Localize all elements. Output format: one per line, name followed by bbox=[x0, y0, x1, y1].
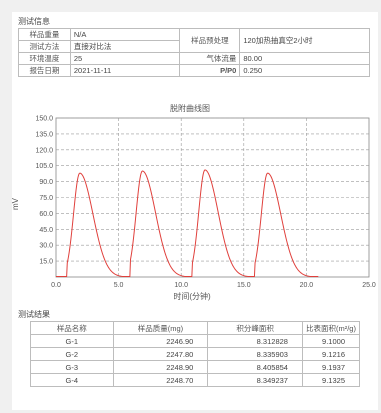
method-value: 直接对比法 bbox=[69, 40, 181, 53]
sample-mass-cell: 2247.80 bbox=[112, 347, 209, 361]
pretreatment-label: 样品预处理 bbox=[179, 28, 241, 53]
pp0-label: P/P0 bbox=[179, 64, 241, 77]
sample-name-cell: G-1 bbox=[30, 334, 114, 348]
peak-area-cell: 8.335903 bbox=[207, 347, 303, 361]
y-tick-label: 105.0 bbox=[35, 163, 53, 170]
results-table: 样品名称 样品质量(mg) 积分峰面积 比表面积(m²/g) G-1 2246.… bbox=[30, 321, 361, 387]
sample-name-cell: G-4 bbox=[30, 373, 114, 387]
surface-area-cell: 9.1000 bbox=[301, 334, 361, 348]
y-tick-label: 135.0 bbox=[35, 131, 53, 138]
chart-plot-area: 15.0 30.0 45.0 60.0 75.0 90.0 105.0 120.0 135.0 1… bbox=[35, 116, 375, 290]
x-tick-label: 25.0 bbox=[362, 282, 376, 289]
y-tick-label: 75.0 bbox=[39, 195, 53, 202]
results-title: 测试结果 bbox=[18, 310, 50, 319]
pretreatment-value: 120加热抽真空2小时 bbox=[239, 28, 370, 53]
sample-mass-cell: 2248.70 bbox=[112, 373, 209, 387]
table-row: G-2 2247.80 8.335903 9.1216 bbox=[30, 347, 361, 361]
y-tick-label: 120.0 bbox=[35, 147, 53, 154]
chart-x-axis-label: 时间(分钟) bbox=[173, 291, 211, 301]
chart-y-axis-label: mV bbox=[12, 197, 20, 210]
x-tick-label: 0.0 bbox=[51, 282, 61, 289]
results-header-row: 样品名称 样品质量(mg) 积分峰面积 比表面积(m²/g) bbox=[30, 321, 361, 335]
column-header-surface-area: 比表面积(m²/g) bbox=[301, 321, 361, 335]
sample-mass-cell: 2248.90 bbox=[112, 360, 209, 374]
column-header-sample-mass: 样品质量(mg) bbox=[112, 321, 209, 335]
surface-area-cell: 9.1325 bbox=[301, 373, 361, 387]
report-page: 测试信息 样品重量 N/A 样品预处理 120加热抽真空2小时 测试方法 直接对… bbox=[12, 12, 378, 410]
desorption-chart: 脱附曲线图 mV 时间(分钟) 15.0 30.0 45.0 60.0 75.0 90.0… bbox=[12, 103, 376, 301]
column-header-sample-name: 样品名称 bbox=[30, 321, 114, 335]
y-tick-label: 30.0 bbox=[39, 243, 53, 250]
sample-name-cell: G-2 bbox=[30, 347, 114, 361]
x-tick-label: 5.0 bbox=[114, 282, 124, 289]
sample-mass-cell: 2246.90 bbox=[112, 334, 209, 348]
y-tick-label: 150.0 bbox=[35, 116, 53, 123]
sample-weight-value: N/A bbox=[69, 28, 181, 41]
y-tick-label: 45.0 bbox=[39, 227, 53, 234]
sample-weight-label: 样品重量 bbox=[18, 28, 71, 41]
surface-area-cell: 9.1937 bbox=[301, 360, 361, 374]
y-tick-label: 15.0 bbox=[39, 259, 53, 266]
ambient-temp-label: 环境温度 bbox=[18, 52, 71, 65]
sample-name-cell: G-3 bbox=[30, 360, 114, 374]
peak-area-cell: 8.312828 bbox=[207, 334, 303, 348]
column-header-peak-area: 积分峰面积 bbox=[207, 321, 303, 335]
pp0-value: 0.250 bbox=[239, 64, 370, 77]
gas-flow-value: 80.00 bbox=[239, 52, 370, 65]
series-line bbox=[56, 169, 319, 277]
y-tick-label: 90.0 bbox=[39, 179, 53, 186]
table-row: G-4 2248.70 8.349237 9.1325 bbox=[30, 373, 361, 387]
table-row: G-1 2246.90 8.312828 9.1000 bbox=[30, 334, 361, 348]
test-info-table: 样品重量 N/A 样品预处理 120加热抽真空2小时 测试方法 直接对比法 环境… bbox=[18, 28, 370, 77]
test-info-title: 测试信息 bbox=[18, 17, 50, 26]
report-date-value: 2021-11-11 bbox=[69, 64, 181, 77]
ambient-temp-value: 25 bbox=[69, 52, 181, 65]
table-row: G-3 2248.90 8.405854 9.1937 bbox=[30, 360, 361, 374]
method-label: 测试方法 bbox=[18, 40, 71, 53]
chart-title: 脱附曲线图 bbox=[170, 103, 210, 113]
peak-area-cell: 8.349237 bbox=[207, 373, 303, 387]
peak-area-cell: 8.405854 bbox=[207, 360, 303, 374]
x-tick-label: 20.0 bbox=[300, 282, 314, 289]
x-tick-label: 15.0 bbox=[237, 282, 251, 289]
surface-area-cell: 9.1216 bbox=[301, 347, 361, 361]
x-tick-label: 10.0 bbox=[174, 282, 188, 289]
report-date-label: 报告日期 bbox=[18, 64, 71, 77]
gas-flow-label: 气体流量 bbox=[179, 52, 241, 65]
y-tick-label: 60.0 bbox=[39, 211, 53, 218]
